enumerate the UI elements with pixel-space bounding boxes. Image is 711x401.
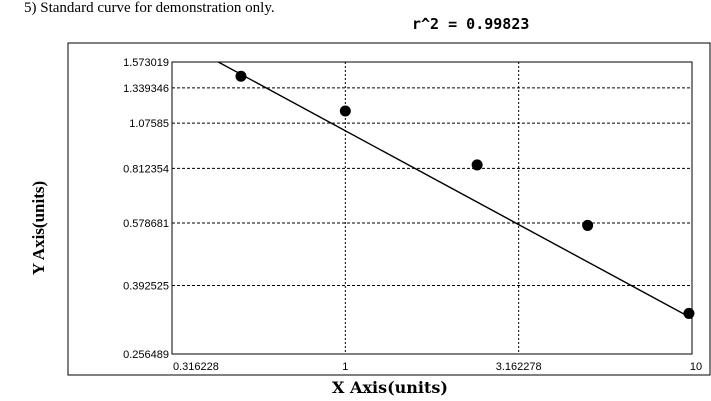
x-tick-labels: 0.316228 1 3.162278 10 xyxy=(173,361,702,373)
y-tick-label: 0.578681 xyxy=(123,218,169,230)
y-tick-labels: 1.573019 1.339346 1.07585 0.812354 0.578681 0… xyxy=(123,57,169,361)
y-tick-label: 0.812354 xyxy=(123,163,169,175)
x-tick-label: 10 xyxy=(690,361,702,373)
x-tick-label: 0.316228 xyxy=(173,361,219,373)
caption: 5) Standard curve for demonstration only… xyxy=(24,0,275,16)
data-point xyxy=(683,307,695,319)
y-tick-label: 0.392525 xyxy=(123,280,169,292)
y-tick-label: 0.256489 xyxy=(123,349,169,361)
fit-line xyxy=(217,61,693,319)
r-squared-label: r^2 = 0.99823 xyxy=(412,15,529,33)
y-tick-label: 1.573019 xyxy=(123,57,169,69)
x-tick-label: 1 xyxy=(342,361,348,373)
x-axis-label: X Axis(units) xyxy=(332,378,448,397)
x-tick-label: 3.162278 xyxy=(496,361,542,373)
y-axis-label: Y Axis(units) xyxy=(29,181,48,275)
data-point xyxy=(235,70,247,82)
data-point xyxy=(339,105,351,117)
data-point xyxy=(582,219,594,231)
data-points xyxy=(235,70,695,319)
fit-line-group xyxy=(217,61,693,319)
y-tick-label: 1.339346 xyxy=(123,83,169,95)
plot-area xyxy=(171,61,693,355)
y-tick-label: 1.07585 xyxy=(129,118,169,130)
grid-lines xyxy=(172,62,692,354)
data-point xyxy=(471,159,483,171)
